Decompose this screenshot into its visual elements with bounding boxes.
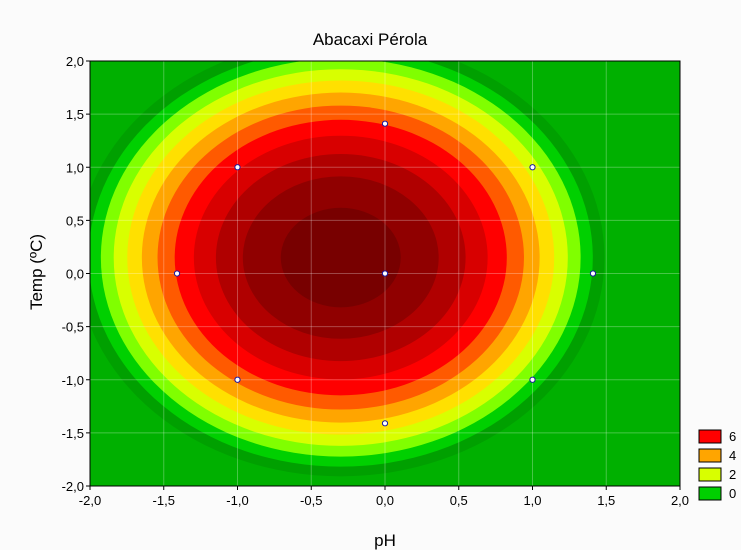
legend-swatch [698, 486, 722, 501]
design-point [529, 376, 536, 383]
design-point [381, 270, 389, 277]
legend-swatch [698, 448, 722, 463]
x-axis-label: pH [374, 531, 396, 550]
y-tick-label: 0,0 [66, 267, 84, 282]
contour-bands [90, 61, 605, 477]
x-tick-label: 0,0 [376, 493, 394, 508]
x-tick-label: -2,0 [79, 493, 101, 508]
x-tick-label: 1,5 [597, 493, 615, 508]
x-tick-label: -0,5 [300, 493, 322, 508]
x-tick-label: -1,0 [226, 493, 248, 508]
grid-lines [90, 61, 680, 486]
design-point [381, 420, 389, 427]
y-tick-label: -2,0 [62, 479, 84, 494]
design-point [381, 120, 389, 127]
x-axis-ticks: -2,0 -1,5 -1,0 -0,5 0,0 0,5 1,0 1,5 2,0 [79, 486, 689, 508]
design-point [234, 376, 241, 383]
y-tick-label: -0,5 [62, 320, 84, 335]
design-points [173, 120, 597, 427]
design-point [234, 164, 241, 171]
y-tick-label: 1,5 [66, 107, 84, 122]
x-tick-label: 2,0 [671, 493, 689, 508]
y-tick-label: -1,0 [62, 373, 84, 388]
legend-label: 6 [729, 429, 736, 444]
y-tick-label: 2,0 [66, 54, 84, 69]
y-axis-ticks: 2,0 1,5 1,0 0,5 0,0 -0,5 -1,0 -1,5 -2,0 [62, 54, 90, 494]
chart-title: Abacaxi Pérola [313, 30, 428, 49]
legend-swatch [698, 467, 722, 482]
y-tick-label: 0,5 [66, 213, 84, 228]
contour-band-level-10 [280, 207, 401, 308]
legend: 6 4 2 0 [698, 429, 736, 501]
legend-label: 4 [729, 448, 736, 463]
design-point [173, 270, 181, 277]
legend-label: 0 [729, 486, 736, 501]
y-axis-label: Temp (ºC) [27, 234, 46, 310]
design-point [589, 270, 597, 277]
x-tick-label: 0,5 [450, 493, 468, 508]
y-tick-label: -1,5 [62, 426, 84, 441]
x-tick-label: 1,0 [523, 493, 541, 508]
legend-label: 2 [729, 467, 736, 482]
legend-swatch [698, 429, 722, 444]
y-tick-label: 1,0 [66, 160, 84, 175]
design-point [529, 164, 536, 171]
x-tick-label: -1,5 [153, 493, 175, 508]
